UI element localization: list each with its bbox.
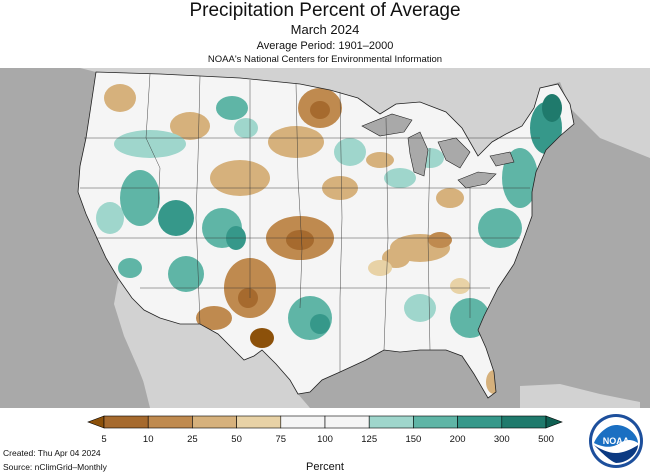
legend-tick-label: 5 bbox=[101, 434, 106, 445]
great-lakes bbox=[361, 113, 515, 189]
legend-tick-label: 500 bbox=[538, 434, 554, 445]
legend-units: Percent bbox=[306, 461, 344, 473]
canada-land bbox=[0, 68, 650, 158]
legend-swatch bbox=[192, 415, 237, 429]
data-source: Source: nClimGrid–Monthly bbox=[3, 462, 107, 472]
legend-swatch bbox=[501, 415, 547, 429]
legend-tick-label: 10 bbox=[143, 434, 154, 445]
legend-tick-labels: 5 10 25 50 75 100 125 150 200 300 500 bbox=[101, 434, 554, 445]
state-boundaries bbox=[80, 73, 540, 372]
map-title: Precipitation Percent of Average bbox=[189, 0, 461, 21]
legend-swatches bbox=[87, 415, 563, 429]
legend-swatch bbox=[324, 415, 370, 429]
legend-tick-label: 300 bbox=[494, 434, 510, 445]
legend-tick-label: 50 bbox=[231, 434, 242, 445]
legend-tick-label: 100 bbox=[317, 434, 333, 445]
mexico-land bbox=[118, 278, 310, 408]
legend-swatch bbox=[103, 415, 149, 429]
noaa-logo-icon: NOAA bbox=[589, 414, 643, 468]
map-subtitle: March 2024 bbox=[290, 22, 360, 37]
noaa-logo-text: NOAA bbox=[603, 436, 630, 446]
legend-swatch bbox=[147, 415, 193, 429]
legend-tick-label: 125 bbox=[361, 434, 377, 445]
caribbean-land bbox=[520, 384, 640, 408]
legend-tick-label: 75 bbox=[276, 434, 287, 445]
legend-swatch bbox=[413, 415, 458, 429]
legend-swatch bbox=[368, 415, 414, 429]
legend-swatch bbox=[280, 415, 326, 429]
legend-arrow-high bbox=[545, 415, 563, 429]
precipitation-map bbox=[0, 68, 650, 408]
legend-swatch bbox=[457, 415, 503, 429]
precip-anomaly-layer bbox=[96, 84, 562, 394]
color-legend: 5 10 25 50 75 100 125 150 200 300 500 bbox=[87, 415, 563, 445]
baja-land bbox=[114, 282, 156, 398]
average-period: Average Period: 1901–2000 bbox=[256, 40, 394, 52]
legend-tick-label: 25 bbox=[187, 434, 198, 445]
legend-tick-label: 150 bbox=[405, 434, 421, 445]
legend-tick-label: 200 bbox=[450, 434, 466, 445]
created-date: Created: Thu Apr 04 2024 bbox=[3, 448, 101, 458]
legend-swatch bbox=[236, 415, 282, 429]
source-organization: NOAA's National Centers for Environmenta… bbox=[207, 54, 443, 65]
legend-arrow-low bbox=[87, 415, 105, 429]
